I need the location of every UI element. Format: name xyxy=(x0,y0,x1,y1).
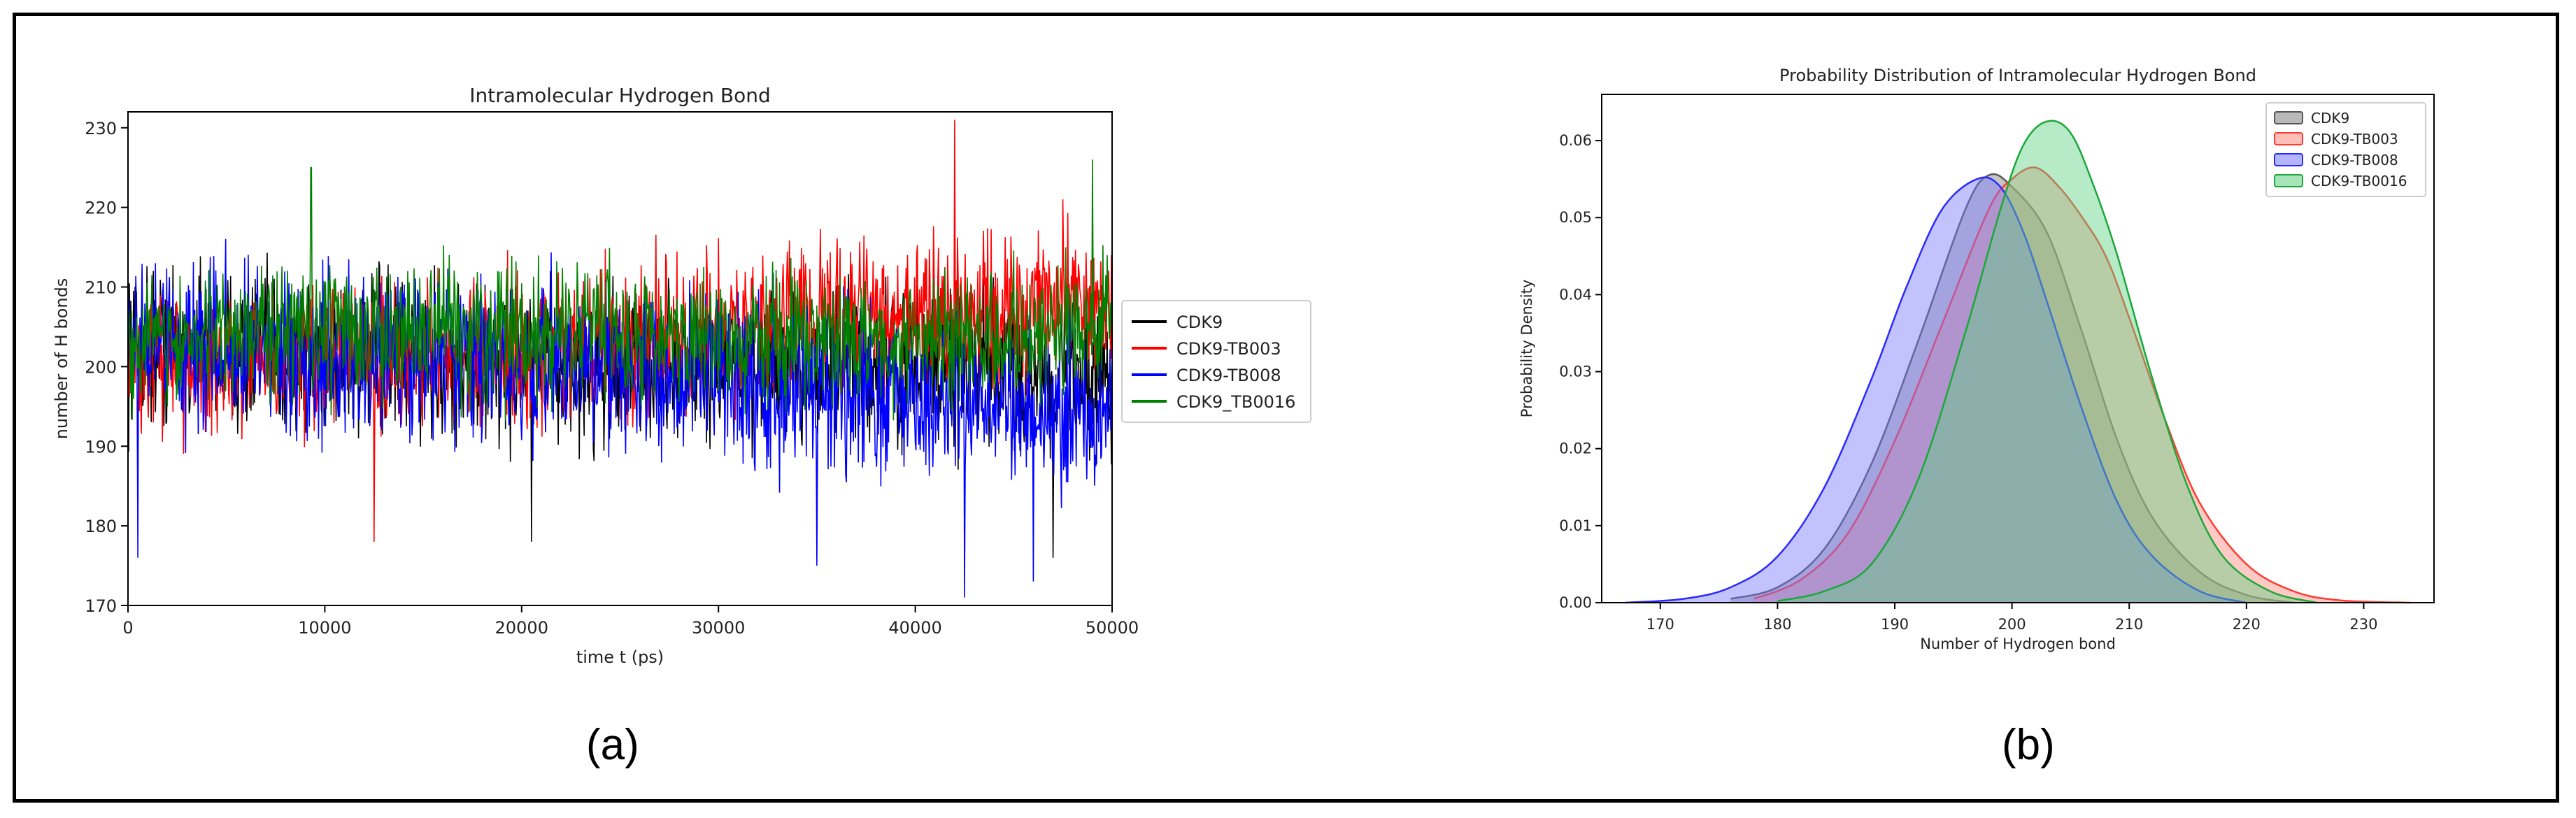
x-tick-label: 10000 xyxy=(298,618,351,638)
figure-frame xyxy=(13,13,2559,803)
density-area-CDK9 xyxy=(1730,173,2293,603)
x-tick-label: 20000 xyxy=(495,618,548,638)
x-tick-label: 170 xyxy=(1646,616,1674,633)
legend-label-CDK9_TB0016: CDK9_TB0016 xyxy=(1176,392,1295,412)
caption-a: (a) xyxy=(586,721,639,769)
y-tick-label: 0.00 xyxy=(1559,594,1592,611)
legend-box xyxy=(2265,102,2426,197)
hbond-probability-density-chart: Probability Distribution of Intramolecul… xyxy=(1518,66,2435,652)
chart-title: Probability Distribution of Intramolecul… xyxy=(1779,66,2256,85)
y-tick-label: 230 xyxy=(85,119,117,138)
y-tick-label: 0.01 xyxy=(1559,517,1592,534)
x-tick-label: 230 xyxy=(2349,616,2377,633)
y-tick-label: 0.03 xyxy=(1559,364,1592,380)
legend-swatch-CDK9-TB0016 xyxy=(2274,174,2303,187)
chart-title: Intramolecular Hydrogen Bond xyxy=(469,84,771,107)
legend-label-CDK9-TB008: CDK9-TB008 xyxy=(1176,366,1281,385)
x-tick-label: 50000 xyxy=(1086,618,1139,638)
y-tick-label: 0.05 xyxy=(1559,209,1592,226)
legend-label-CDK9-TB008: CDK9-TB008 xyxy=(2311,152,2398,168)
density-line-CDK9-TB003 xyxy=(1753,166,2411,604)
y-tick-label: 190 xyxy=(85,437,117,457)
density-area-CDK9-TB008 xyxy=(1625,177,2247,603)
plot-frame xyxy=(1601,94,2435,603)
y-axis-label: number of H bonds xyxy=(52,278,71,440)
legend-box xyxy=(1121,300,1311,423)
y-tick-label: 170 xyxy=(85,596,117,616)
legend-swatch-CDK9-TB008 xyxy=(2274,153,2303,166)
density-line-CDK9-TB008 xyxy=(1625,176,2247,604)
y-axis-label: Probability Density xyxy=(1518,280,1535,418)
x-tick-label: 210 xyxy=(2115,616,2143,633)
density-line-CDK9 xyxy=(1730,173,2294,604)
y-tick-label: 200 xyxy=(85,357,117,377)
density-area-CDK9-TB003 xyxy=(1753,167,2411,603)
x-axis-label: Number of Hydrogen bond xyxy=(1920,636,2116,652)
x-tick-label: 40000 xyxy=(888,618,941,638)
legend-label-CDK9-TB003: CDK9-TB003 xyxy=(1176,339,1281,359)
legend-label-CDK9-TB0016: CDK9-TB0016 xyxy=(2311,173,2407,189)
series-line-CDK9_TB0016 xyxy=(128,159,1112,421)
y-tick-label: 0.06 xyxy=(1559,132,1592,149)
legend-swatch-CDK9-TB003 xyxy=(2274,132,2303,145)
caption-b: (b) xyxy=(2002,721,2055,769)
legend-label-CDK9: CDK9 xyxy=(1176,313,1223,332)
legend-label-CDK9: CDK9 xyxy=(2311,110,2349,127)
legend-swatch-CDK9 xyxy=(2274,111,2303,124)
density-line-CDK9-TB0016 xyxy=(1777,120,2317,604)
y-tick-label: 220 xyxy=(85,199,117,218)
legend-label-CDK9-TB003: CDK9-TB003 xyxy=(2311,131,2398,148)
density-area-CDK9-TB0016 xyxy=(1777,120,2317,603)
hbond-time-series-chart: Intramolecular Hydrogen Bond 0 10000 20000 3… xyxy=(52,84,1311,667)
x-tick-label: 180 xyxy=(1763,616,1791,633)
y-tick-label: 0.02 xyxy=(1559,440,1592,457)
x-axis-label: time t (ps) xyxy=(576,647,664,667)
plot-frame xyxy=(127,111,1113,606)
y-tick-label: 0.04 xyxy=(1559,286,1592,303)
y-tick-label: 180 xyxy=(85,517,117,536)
y-tick-label: 210 xyxy=(85,278,117,298)
x-tick-label: 190 xyxy=(1881,616,1909,633)
x-tick-label: 30000 xyxy=(692,618,745,638)
x-tick-label: 0 xyxy=(122,618,133,638)
x-tick-label: 220 xyxy=(2233,616,2261,633)
x-tick-label: 200 xyxy=(1998,616,2026,633)
